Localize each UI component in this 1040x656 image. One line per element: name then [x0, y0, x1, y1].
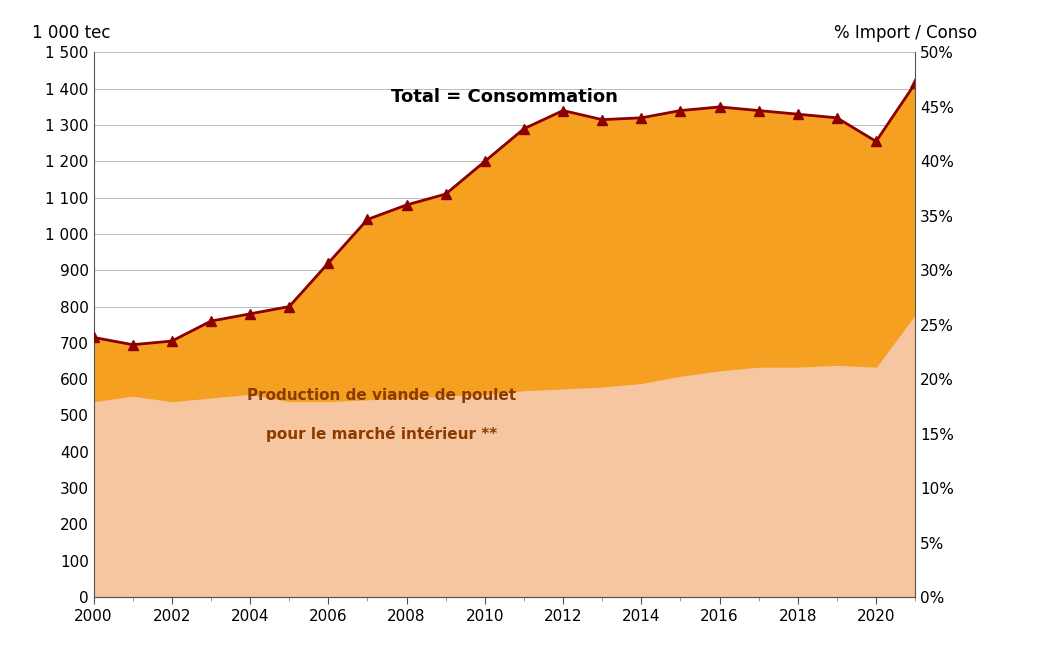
- Text: pour le marché intérieur **: pour le marché intérieur **: [265, 426, 497, 441]
- Text: 1 000 tec: 1 000 tec: [32, 24, 110, 41]
- Text: Importations: Importations: [570, 251, 676, 268]
- Text: % Import / Conso: % Import / Conso: [834, 24, 977, 41]
- Text: Total = Consommation: Total = Consommation: [391, 88, 618, 106]
- Text: Production de viande de poulet: Production de viande de poulet: [246, 388, 516, 403]
